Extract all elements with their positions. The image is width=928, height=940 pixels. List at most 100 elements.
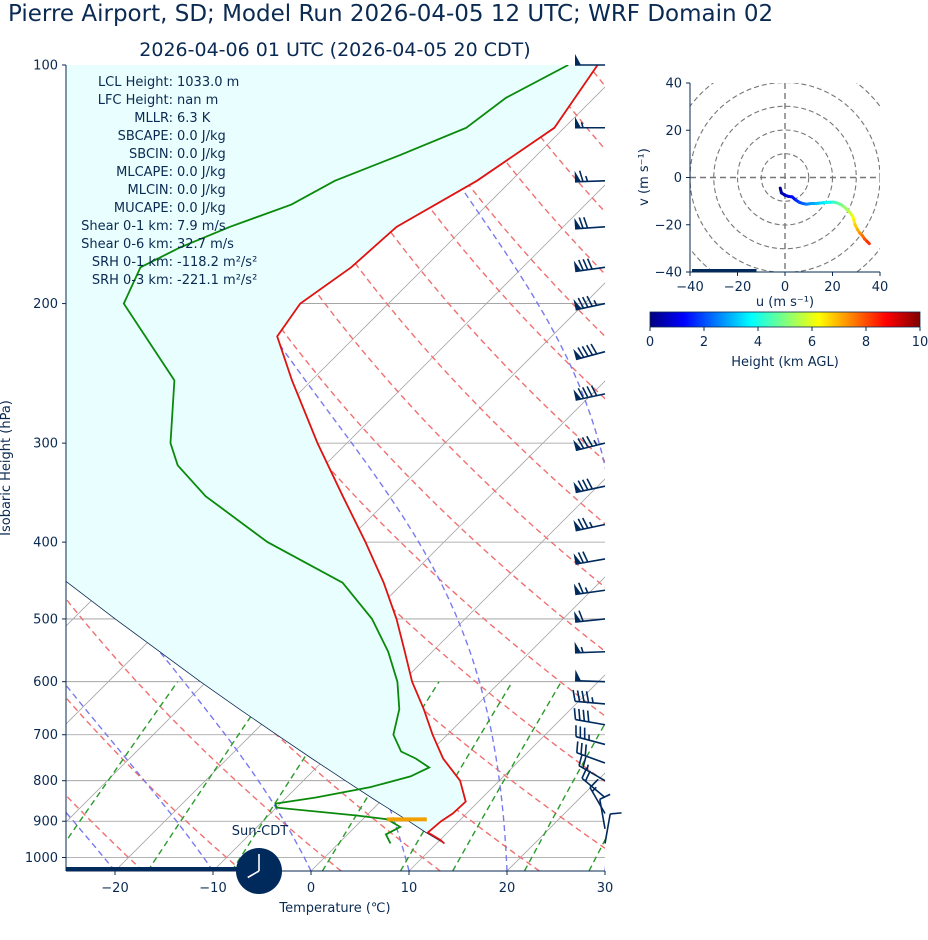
barb-full: [578, 690, 580, 701]
barb-half: [586, 176, 588, 181]
wind-barb-680: [574, 708, 605, 725]
stat-label: MLLR:: [134, 111, 173, 126]
hodograph-y-label: v (m s⁻¹): [637, 148, 652, 206]
y-tick-label-900: 900: [33, 815, 58, 830]
wind-barb-260: [573, 385, 605, 400]
dry-adiabat: [690, 65, 928, 871]
dry-adiabat: [842, 65, 928, 871]
hodo-x-tick-label: −40: [676, 280, 703, 295]
hodograph-rings: [643, 35, 928, 320]
hodo-y-tick-label: 20: [665, 124, 682, 139]
wind-barb-160: [574, 217, 605, 229]
hodo-segment: [867, 241, 869, 243]
stat-label: MLCAPE:: [116, 165, 173, 180]
x-tick-label--20: −20: [101, 881, 128, 896]
dry-adiabat: [487, 65, 928, 871]
stat-value: 0.0 J/kg: [177, 165, 226, 180]
colorbar-tick-label: 8: [862, 335, 870, 350]
barb-half: [590, 522, 593, 527]
wind-barb-340: [573, 479, 605, 493]
stat-value: nan m: [177, 93, 218, 108]
clock-label: Sun-CDT: [232, 824, 289, 839]
skewt-x-label: Temperature (℃): [278, 901, 390, 916]
wind-barb-140: [575, 171, 605, 182]
x-tick-label-10: 10: [401, 881, 418, 896]
stat-value: -118.2 m²/s²: [177, 255, 257, 270]
wind-barb-460: [574, 583, 605, 595]
barb-full: [583, 259, 588, 269]
barb-half: [585, 587, 587, 592]
clock-widget: Sun-CDT: [232, 824, 289, 894]
stat-label: SBCIN:: [129, 147, 173, 162]
barb-full: [583, 480, 588, 490]
barb-full: [587, 296, 592, 306]
stat-value: 0.0 J/kg: [177, 147, 226, 162]
stat-label: MUCAPE:: [114, 201, 173, 216]
hodo-x-tick-label: 0: [781, 280, 789, 295]
y-tick-label-1000: 1000: [25, 851, 58, 866]
dry-adiabat: [791, 65, 928, 871]
barb-flag: [575, 642, 581, 653]
barb-full: [588, 259, 593, 269]
y-tick-label-700: 700: [33, 728, 58, 743]
barb-full: [577, 741, 578, 752]
stat-label: LCL Height:: [98, 75, 173, 90]
colorbar-tick-label: 0: [646, 335, 654, 350]
stat-label: SRH 0-3 km:: [92, 273, 173, 288]
colorbar-gradient: [650, 312, 920, 327]
wind-barb-960: [605, 813, 622, 844]
parcel-area: [0, 65, 598, 844]
colorbar-tick-label: 10: [912, 335, 928, 350]
stat-value: -221.1 m²/s²: [177, 273, 257, 288]
wind-barb-420: [574, 552, 606, 564]
barb-full: [587, 345, 593, 355]
barb-shaft: [600, 799, 605, 829]
y-tick-label-300: 300: [33, 437, 58, 452]
hodo-y-tick-label: 0: [674, 171, 682, 186]
barb-flag: [575, 670, 581, 681]
stat-value: 1033.0 m: [177, 75, 239, 90]
barb-full: [587, 386, 592, 396]
barb-half: [592, 697, 593, 703]
y-tick-label-100: 100: [33, 59, 58, 74]
hodo-x-tick-label: 40: [872, 280, 889, 295]
x-tick-label-0: 0: [307, 881, 315, 896]
barb-full: [588, 711, 589, 722]
mixing-ratio-line: [525, 682, 629, 871]
stat-label: SRH 0-1 km:: [92, 255, 173, 270]
barb-full: [574, 708, 575, 719]
stat-value: 0.0 J/kg: [177, 183, 226, 198]
colorbar-tick-label: 6: [808, 335, 816, 350]
isotherm-10: [409, 65, 928, 871]
stat-value: 32.7 m/s: [177, 237, 234, 252]
barb-flag: [575, 54, 581, 65]
barb-full: [581, 743, 582, 754]
y-tick-label-500: 500: [33, 612, 58, 627]
colorbar-tick-label: 2: [700, 335, 708, 350]
barb-full: [580, 171, 583, 182]
barb-full: [582, 691, 584, 702]
stat-label: SBCAPE:: [118, 129, 173, 144]
stat-value: 6.3 K: [177, 111, 211, 126]
y-tick-label-400: 400: [33, 536, 58, 551]
barb-full: [610, 813, 621, 814]
barb-half: [581, 647, 583, 652]
barb-shaft: [576, 486, 605, 492]
barb-full: [582, 346, 588, 356]
hodo-y-tick-label: −20: [655, 218, 682, 233]
wind-barb-120: [575, 117, 605, 128]
colorbar-label: Height (km AGL): [731, 355, 839, 370]
wind-barbs: [573, 54, 621, 843]
wind-barb-200: [573, 296, 605, 310]
mixing-ratio-line: [45, 682, 177, 871]
barb-full: [573, 690, 575, 701]
barb-full: [583, 518, 588, 528]
barb-flag: [575, 117, 581, 128]
isotherm-20: [507, 65, 928, 871]
barb-full: [583, 297, 588, 307]
